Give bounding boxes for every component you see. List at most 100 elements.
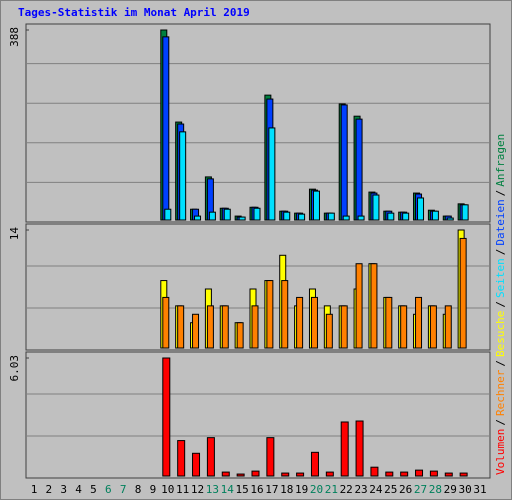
bar [296, 296, 304, 349]
bar [459, 237, 467, 349]
bar [355, 263, 363, 349]
bar [268, 127, 276, 221]
x-tick-label: 28 [429, 483, 442, 496]
legend-entry: Seiten [494, 258, 507, 298]
x-tick-label: 25 [384, 483, 397, 496]
bar [385, 471, 394, 477]
bar [251, 470, 260, 477]
bar [310, 296, 318, 349]
bar [238, 216, 246, 221]
bar [192, 313, 200, 349]
x-tick-label: 9 [150, 483, 157, 496]
x-tick-label: 11 [176, 483, 189, 496]
legend-separator: / [494, 419, 507, 426]
bar [312, 190, 320, 221]
x-tick-label: 10 [161, 483, 174, 496]
bar [194, 215, 202, 221]
x-tick-label: 15 [236, 483, 249, 496]
bar [179, 131, 187, 221]
bar [415, 469, 424, 477]
x-tick-label: 13 [206, 483, 219, 496]
x-tick-label: 8 [135, 483, 142, 496]
bar [223, 208, 231, 221]
chart-title: Tages-Statistik im Monat April 2019 [18, 6, 250, 19]
bar [164, 208, 172, 221]
bar [281, 472, 290, 477]
bar [266, 437, 275, 477]
bar [461, 204, 469, 221]
bar [400, 471, 409, 477]
bar [415, 296, 423, 349]
legend-separator: / [494, 190, 507, 197]
x-tick-label: 7 [120, 483, 127, 496]
bar [283, 211, 291, 221]
bar [340, 421, 349, 477]
bar [355, 420, 364, 477]
x-tick-label: 29 [444, 483, 457, 496]
bar [385, 296, 393, 349]
x-tick-label: 6 [105, 483, 112, 496]
bar [387, 212, 395, 221]
bar [342, 215, 350, 221]
bar [192, 452, 201, 477]
bar [340, 104, 348, 221]
x-tick-label: 24 [369, 483, 383, 496]
bar [357, 215, 365, 221]
x-tick-label: 3 [60, 483, 67, 496]
x-tick-label: 26 [399, 483, 412, 496]
x-tick-label: 20 [310, 483, 323, 496]
y-tick-label: 6.03 [8, 355, 21, 382]
bar [281, 280, 289, 349]
bar [429, 470, 438, 477]
bar [236, 322, 244, 349]
bar [177, 440, 186, 477]
x-tick-label: 17 [265, 483, 278, 496]
bar [298, 213, 306, 221]
bar [370, 466, 379, 477]
legend: Volumen / Rechner / Besuche / Seiten / Dateien / A… [494, 134, 507, 475]
bar [266, 280, 274, 349]
bar [327, 212, 335, 221]
bar [444, 305, 452, 349]
bar [446, 217, 454, 221]
bar [370, 263, 378, 349]
bar [444, 472, 453, 477]
x-tick-label: 16 [250, 483, 263, 496]
x-tick-label: 23 [354, 483, 367, 496]
bar [355, 118, 363, 221]
legend-entry: Dateien [494, 199, 507, 245]
x-tick-label: 22 [340, 483, 353, 496]
x-tick-label: 2 [46, 483, 53, 496]
x-tick-label: 1 [31, 483, 38, 496]
bar [372, 194, 380, 221]
bar [296, 472, 305, 477]
bar [251, 305, 259, 349]
x-tick-label: 5 [90, 483, 97, 496]
bar [162, 36, 170, 221]
bar [310, 451, 319, 477]
bar [429, 305, 437, 349]
bar [340, 305, 348, 349]
y-tick-label: 388 [8, 27, 21, 47]
bar [206, 305, 214, 349]
x-tick-label: 12 [191, 483, 204, 496]
bar [177, 305, 185, 349]
bar [221, 471, 230, 477]
bar [221, 305, 229, 349]
x-tick-label: 21 [325, 483, 338, 496]
x-tick-label: 18 [280, 483, 293, 496]
x-tick-label: 30 [459, 483, 472, 496]
bar [459, 472, 468, 477]
x-tick-label: 19 [295, 483, 308, 496]
legend-entry: Rechner [494, 369, 507, 416]
bar [162, 357, 171, 477]
bar [236, 473, 245, 477]
bar [325, 471, 334, 477]
x-tick-label: 27 [414, 483, 427, 496]
legend-separator: / [494, 301, 507, 308]
bar [162, 296, 170, 349]
bar [431, 210, 439, 221]
x-tick-label: 4 [75, 483, 82, 496]
bar [325, 313, 333, 349]
